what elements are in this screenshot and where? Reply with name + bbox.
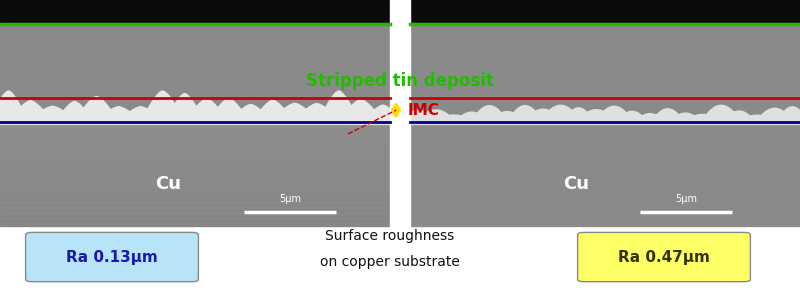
Bar [410,0,800,23]
FancyBboxPatch shape [26,232,198,282]
Bar [390,0,410,288]
Bar [0,0,390,23]
Bar [410,0,800,226]
Text: Stripped tin deposit: Stripped tin deposit [306,72,494,90]
Text: on copper substrate: on copper substrate [320,255,459,269]
Text: Ra 0.47μm: Ra 0.47μm [618,249,710,265]
Bar [410,23,800,24]
Text: IMC: IMC [408,103,440,118]
Text: Ra 0.13μm: Ra 0.13μm [66,249,158,265]
Bar [0,0,390,226]
Bar [0,23,390,24]
FancyBboxPatch shape [578,232,750,282]
Text: Cu: Cu [155,175,181,193]
Text: Cu: Cu [563,175,589,193]
Text: 5μm: 5μm [675,194,697,204]
Text: Surface roughness: Surface roughness [325,229,454,243]
Text: 5μm: 5μm [279,194,301,204]
